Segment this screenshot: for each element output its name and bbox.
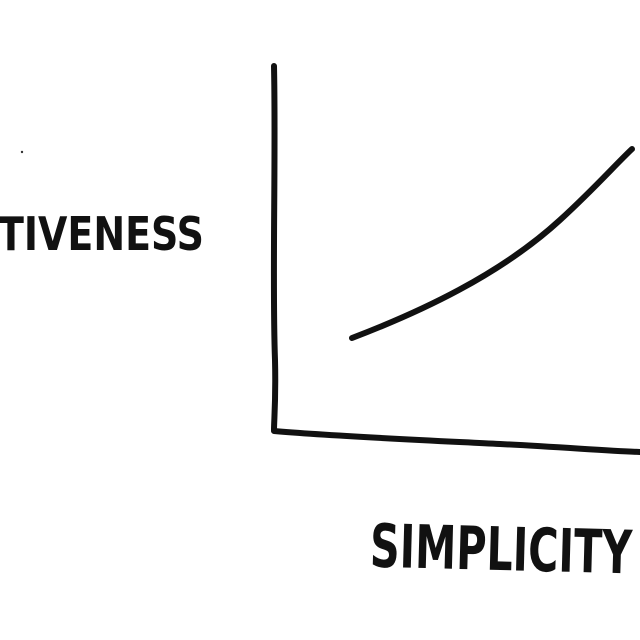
x-axis (271, 428, 640, 455)
speck (20, 150, 24, 154)
y-axis-label: TIVENESS (0, 207, 204, 261)
x-axis-label: SIMPLICITY (369, 512, 634, 589)
curve (349, 146, 635, 341)
y-axis (270, 63, 279, 433)
